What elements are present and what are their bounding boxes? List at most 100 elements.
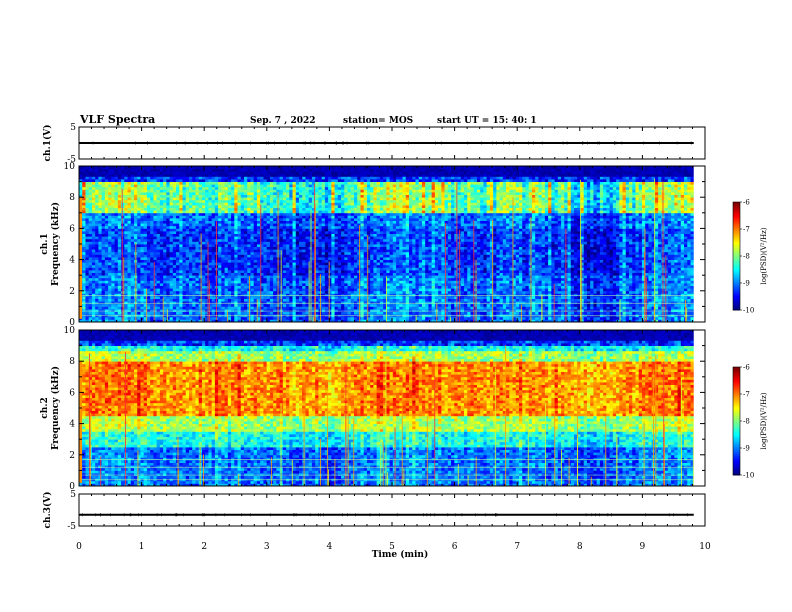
y-tick-label: 10: [64, 162, 76, 172]
colorbar-cell: [733, 290, 740, 293]
colorbar-cell: [733, 413, 740, 417]
colorbar-cell: [733, 234, 740, 237]
x-axis-label: Time (min): [372, 549, 429, 560]
colorbar-cell: [733, 403, 740, 406]
y-tick-label: 6: [69, 388, 75, 398]
ch2-spectrogram-panel: 10 8 6 4 2 0 ch.2 Frequency (kHz): [40, 326, 706, 492]
colorbar-cell: [733, 248, 740, 252]
colorbar-cell: [733, 386, 740, 390]
y-tick-label: 4: [69, 420, 75, 430]
x-tick-label: 6: [452, 542, 458, 552]
colorbar-cell: [733, 306, 740, 309]
colorbar-cell: [733, 435, 740, 438]
colorbar-cell: [733, 209, 740, 212]
colorbar-cell: [733, 304, 740, 307]
colorbar-cell: [733, 225, 740, 228]
colorbar-cell: [733, 385, 740, 388]
colorbar-label: log(PSD)(V²/Hz): [760, 227, 768, 284]
x-tick-label: 9: [640, 542, 646, 552]
colorbar-cell: [733, 227, 740, 230]
colorbar-cell: [733, 464, 740, 467]
colorbar-cell: [733, 417, 740, 420]
y-tick-label: -5: [67, 522, 76, 532]
colorbar-cell: [733, 250, 740, 253]
colorbar-cell: [733, 283, 740, 286]
y-tick-label: 4: [69, 256, 75, 266]
colorbar-cell: [733, 410, 740, 413]
colorbar-cell: [733, 297, 740, 300]
chart-title: VLF Spectra: [79, 113, 155, 126]
colorbar-cell: [733, 451, 740, 454]
colorbar-cell: [733, 272, 740, 275]
colorbar-cell: [733, 308, 740, 311]
colorbar-tick-label: -9: [743, 445, 750, 453]
colorbar-cell: [733, 223, 740, 226]
colorbar-cell: [733, 288, 740, 291]
x-tick-label: 0: [76, 542, 82, 552]
colorbar-cell: [733, 299, 740, 302]
x-tick-label: 10: [699, 542, 711, 552]
colorbar-cell: [733, 426, 740, 429]
colorbar-cell: [733, 259, 740, 262]
colorbar-cell: [733, 236, 740, 239]
colorbar-cell: [733, 422, 740, 426]
ch3-voltage-panel: 5 -5 ch.3(V): [42, 490, 706, 532]
colorbar-cell: [733, 374, 740, 377]
station-label: station= MOS: [343, 116, 413, 126]
colorbar-cell: [733, 415, 740, 418]
colorbar-cell: [733, 408, 740, 411]
colorbar-cell: [733, 229, 740, 232]
y-tick-label: 10: [64, 326, 76, 336]
x-tick-label: 8: [577, 542, 583, 552]
colorbar-cell: [733, 372, 740, 375]
y-tick-label: 8: [69, 357, 75, 367]
ch1-spectrogram-panel: 10 8 6 4 2 0 ch.1 Frequency (kHz): [40, 162, 706, 328]
colorbar-cell: [733, 377, 740, 381]
colorbar-cell: [733, 457, 740, 460]
colorbar-cell: [733, 367, 740, 370]
colorbar-cell: [733, 448, 740, 451]
colorbar-cell: [733, 205, 740, 208]
colorbar-cell: [733, 466, 740, 469]
y-tick-label: 0: [69, 318, 75, 328]
colorbar-cell: [733, 437, 740, 440]
colorbar-cell: [733, 379, 740, 382]
colorbar-tick-label: -7: [743, 226, 750, 234]
colorbar-cell: [733, 238, 740, 241]
colorbar-cell: [733, 394, 740, 397]
colorbar-cell: [733, 270, 740, 273]
no-data-region: [693, 166, 705, 322]
ch1-voltage-panel: 5 -5 ch.1(V): [42, 123, 706, 165]
colorbar-cell: [733, 218, 740, 221]
colorbar-cell: [733, 261, 740, 264]
colorbar-cell: [733, 265, 740, 268]
y-tick-label: 2: [69, 451, 75, 461]
y-axis-label: ch.1(V): [42, 125, 53, 162]
colorbar-cell: [733, 433, 740, 436]
colorbar-cell: [733, 263, 740, 266]
spectrogram-cells: [79, 330, 695, 487]
y-axis-label: Frequency (kHz): [50, 202, 61, 286]
colorbar-cell: [733, 428, 740, 431]
colorbar-cell: [733, 439, 740, 442]
colorbar-cell: [733, 214, 740, 217]
colorbar-cell: [733, 453, 740, 456]
edge-strip: [79, 361, 82, 483]
colorbar-tick-label: -10: [743, 307, 754, 315]
colorbar-cell: [733, 252, 740, 255]
colorbar-cell: [733, 243, 740, 246]
colorbar-tick-label: -8: [743, 418, 750, 426]
colorbar-cell: [733, 397, 740, 400]
colorbar-cell: [733, 442, 740, 445]
colorbar-cell: [733, 266, 740, 270]
colorbar-cell: [733, 212, 740, 216]
y-tick-label: 8: [69, 193, 75, 203]
colorbar-cell: [733, 404, 740, 408]
start-time-label: start UT = 15: 40: 1: [437, 116, 537, 126]
colorbar-cell: [733, 211, 740, 214]
colorbar-cell: [733, 460, 740, 463]
colorbar-cell: [733, 471, 740, 474]
y-axis-label: Frequency (kHz): [50, 366, 61, 450]
y-tick-label: 5: [70, 123, 76, 133]
colorbar-cell: [733, 406, 740, 409]
